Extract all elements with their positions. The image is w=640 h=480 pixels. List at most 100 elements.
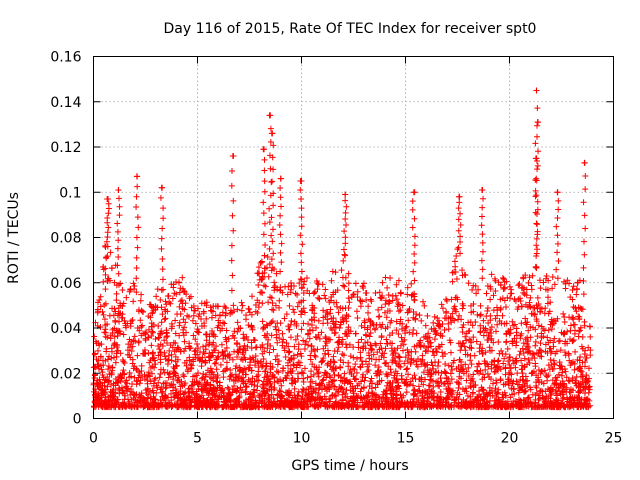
data-point <box>567 294 574 301</box>
data-point <box>439 305 446 312</box>
data-point <box>172 386 179 393</box>
data-point <box>455 216 462 223</box>
data-point <box>128 338 135 345</box>
data-point <box>400 341 407 348</box>
data-point <box>383 314 390 321</box>
data-point <box>209 369 216 376</box>
data-point <box>104 215 111 222</box>
data-point <box>361 377 368 384</box>
data-point <box>470 399 477 406</box>
data-point <box>543 275 550 282</box>
data-point <box>248 367 255 374</box>
data-point <box>213 378 220 385</box>
data-point <box>448 296 455 303</box>
data-point <box>414 363 421 370</box>
data-point <box>299 241 306 248</box>
data-point <box>266 219 273 226</box>
data-point <box>312 353 319 360</box>
data-point <box>175 394 182 401</box>
data-point <box>572 348 579 355</box>
data-point <box>106 377 113 384</box>
data-point <box>457 250 464 257</box>
data-point <box>130 395 137 402</box>
data-point <box>321 393 328 400</box>
data-point <box>325 379 332 386</box>
data-point <box>202 384 209 391</box>
data-point <box>276 387 283 394</box>
data-point <box>383 359 390 366</box>
data-point <box>491 397 498 404</box>
y-tick-label: 0.04 <box>50 321 81 337</box>
data-point <box>522 403 529 410</box>
data-point <box>273 331 280 338</box>
data-point <box>264 372 271 379</box>
data-point <box>551 281 558 288</box>
y-tick-label: 0.14 <box>50 95 81 111</box>
data-point <box>181 390 188 397</box>
data-point <box>278 203 285 210</box>
data-point <box>481 358 488 365</box>
data-point <box>112 389 119 396</box>
data-point <box>361 404 368 411</box>
data-point <box>564 277 571 284</box>
data-point <box>283 375 290 382</box>
data-point <box>95 363 102 370</box>
data-point <box>501 285 508 292</box>
data-point <box>155 323 162 330</box>
data-point <box>135 339 142 346</box>
data-point <box>535 402 542 409</box>
data-point <box>515 282 522 289</box>
data-point <box>419 352 426 359</box>
data-point <box>493 304 500 311</box>
data-point <box>378 377 385 384</box>
data-point <box>361 317 368 324</box>
data-point <box>436 321 443 328</box>
data-point <box>116 212 123 219</box>
data-point <box>288 279 295 286</box>
data-point <box>116 390 123 397</box>
data-point <box>260 398 267 405</box>
data-point <box>158 235 165 242</box>
data-point <box>571 360 578 367</box>
data-point <box>480 387 487 394</box>
data-point <box>410 382 417 389</box>
data-point <box>136 380 143 387</box>
data-point <box>453 275 460 282</box>
data-point <box>357 364 364 371</box>
data-point <box>176 379 183 386</box>
data-point <box>566 378 573 385</box>
data-point <box>299 308 306 315</box>
data-point <box>399 302 406 309</box>
data-point <box>133 254 140 261</box>
data-point <box>335 338 342 345</box>
data-point <box>116 318 123 325</box>
data-point <box>231 335 238 342</box>
data-point <box>91 333 98 340</box>
data-point <box>411 343 418 350</box>
data-point <box>397 289 404 296</box>
data-point <box>570 321 577 328</box>
data-point <box>363 297 370 304</box>
data-point <box>158 287 165 294</box>
data-point <box>501 355 508 362</box>
data-points <box>90 87 594 411</box>
data-point <box>354 288 361 295</box>
data-point <box>570 315 577 322</box>
data-point <box>449 269 456 276</box>
data-point <box>113 353 120 360</box>
data-point <box>236 375 243 382</box>
data-point <box>181 347 188 354</box>
data-point <box>190 390 197 397</box>
data-point <box>509 391 516 398</box>
data-point <box>315 373 322 380</box>
data-point <box>525 394 532 401</box>
data-point <box>428 326 435 333</box>
data-point <box>477 341 484 348</box>
data-point <box>366 361 373 368</box>
data-point <box>277 388 284 395</box>
data-point <box>269 306 276 313</box>
data-point <box>131 403 138 410</box>
data-point <box>320 355 327 362</box>
data-point <box>555 206 562 213</box>
data-point <box>377 294 384 301</box>
